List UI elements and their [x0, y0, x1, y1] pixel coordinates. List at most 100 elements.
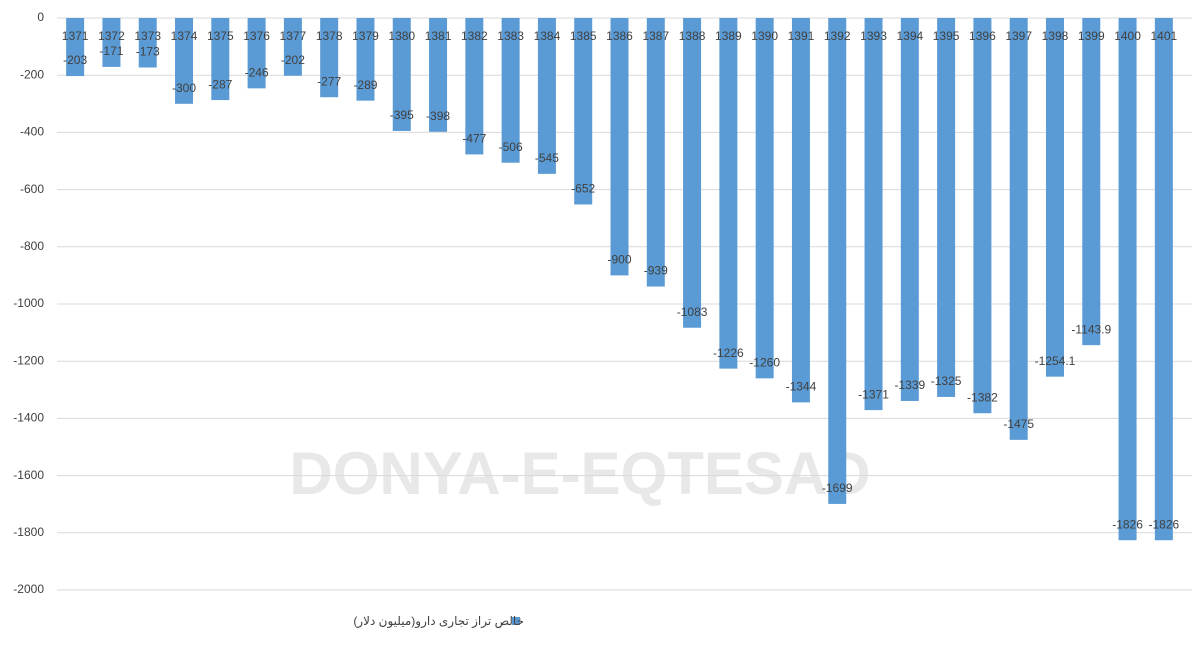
bar — [1045, 18, 1064, 377]
data-label: -398 — [426, 109, 450, 123]
bar — [501, 18, 520, 163]
bar — [791, 18, 810, 403]
x-tick-label: 1401 — [1151, 29, 1178, 43]
x-tick-label: 1373 — [134, 29, 161, 43]
bar — [138, 18, 157, 68]
bar — [537, 18, 556, 174]
bar — [900, 18, 919, 401]
bar — [646, 18, 665, 287]
data-label: -1371 — [858, 387, 889, 401]
x-tick-label: 1387 — [642, 29, 669, 43]
data-label: -246 — [245, 66, 269, 80]
x-tick-label: 1386 — [606, 29, 633, 43]
data-label: -395 — [390, 108, 414, 122]
bar — [610, 18, 629, 276]
bar — [1154, 18, 1173, 541]
data-label: -202 — [281, 53, 305, 67]
data-label: -1382 — [967, 390, 998, 404]
data-label: -287 — [208, 77, 232, 91]
data-label: -1143.9 — [1071, 322, 1111, 336]
x-tick-label: 1379 — [352, 29, 379, 43]
bar — [1082, 18, 1101, 346]
bar — [175, 18, 194, 104]
bar — [392, 18, 411, 131]
x-tick-label: 1389 — [715, 29, 742, 43]
y-tick-label: -1000 — [13, 296, 44, 310]
bar — [574, 18, 593, 205]
x-tick-label: 1398 — [1042, 29, 1069, 43]
bar — [1118, 18, 1137, 541]
legend-swatch — [512, 617, 520, 625]
x-tick-label: 1391 — [788, 29, 815, 43]
data-label: -173 — [136, 45, 160, 59]
y-tick-label: -1600 — [13, 468, 44, 482]
data-label: -1826 — [1112, 517, 1143, 531]
data-label: -277 — [317, 74, 341, 88]
x-tick-label: 1400 — [1114, 29, 1141, 43]
x-tick-label: 1394 — [896, 29, 923, 43]
x-tick-label: 1383 — [497, 29, 524, 43]
legend-label: خالص تراز تجاری دارو(میلیون دلار) — [353, 614, 524, 629]
bar — [683, 18, 702, 328]
y-tick-label: 0 — [37, 10, 44, 24]
x-tick-label: 1372 — [98, 29, 125, 43]
data-label: -1826 — [1149, 517, 1180, 531]
bar — [973, 18, 992, 414]
data-label: -1699 — [822, 481, 853, 495]
data-label: -1083 — [677, 305, 708, 319]
bar — [828, 18, 847, 504]
bar — [102, 18, 121, 67]
bar — [864, 18, 883, 411]
bar — [356, 18, 375, 101]
x-tick-label: 1393 — [860, 29, 887, 43]
data-label: -1260 — [749, 356, 780, 370]
data-label: -900 — [607, 253, 631, 267]
x-tick-label: 1382 — [461, 29, 488, 43]
y-tick-label: -400 — [20, 125, 44, 139]
x-tick-label: 1397 — [1005, 29, 1032, 43]
data-label: -289 — [353, 78, 377, 92]
x-tick-label: 1390 — [751, 29, 778, 43]
x-tick-label: 1377 — [280, 29, 307, 43]
bar — [1009, 18, 1028, 440]
x-tick-label: 1374 — [171, 29, 198, 43]
bar — [66, 18, 85, 77]
data-label: -300 — [172, 81, 196, 95]
data-label: -506 — [499, 140, 523, 154]
data-label: -939 — [644, 264, 668, 278]
x-tick-label: 1392 — [824, 29, 851, 43]
bar — [247, 18, 266, 89]
x-tick-label: 1399 — [1078, 29, 1105, 43]
x-tick-label: 1376 — [243, 29, 270, 43]
x-tick-label: 1388 — [679, 29, 706, 43]
y-tick-label: -1200 — [13, 353, 44, 367]
y-tick-label: -1400 — [13, 411, 44, 425]
bar — [429, 18, 448, 132]
bar — [283, 18, 302, 76]
data-label: -203 — [63, 53, 87, 67]
data-label: -1226 — [713, 346, 744, 360]
bar — [755, 18, 774, 379]
bar — [937, 18, 956, 397]
x-tick-label: 1371 — [62, 29, 89, 43]
x-tick-label: 1375 — [207, 29, 234, 43]
bar — [211, 18, 230, 101]
x-tick-label: 1384 — [534, 29, 561, 43]
bar — [719, 18, 738, 369]
bar — [465, 18, 484, 155]
x-tick-label: 1380 — [388, 29, 415, 43]
x-tick-label: 1395 — [933, 29, 960, 43]
data-label: -545 — [535, 151, 559, 165]
data-label: -171 — [99, 44, 123, 58]
watermark: DONYA-E-EQTESAD — [289, 440, 870, 507]
data-label: -1475 — [1003, 417, 1034, 431]
y-tick-label: -2000 — [13, 582, 44, 596]
data-label: -652 — [571, 182, 595, 196]
data-label: -477 — [462, 132, 486, 146]
data-label: -1254.1 — [1035, 354, 1076, 368]
x-tick-label: 1396 — [969, 29, 996, 43]
x-tick-label: 1381 — [425, 29, 452, 43]
x-tick-label: 1385 — [570, 29, 597, 43]
